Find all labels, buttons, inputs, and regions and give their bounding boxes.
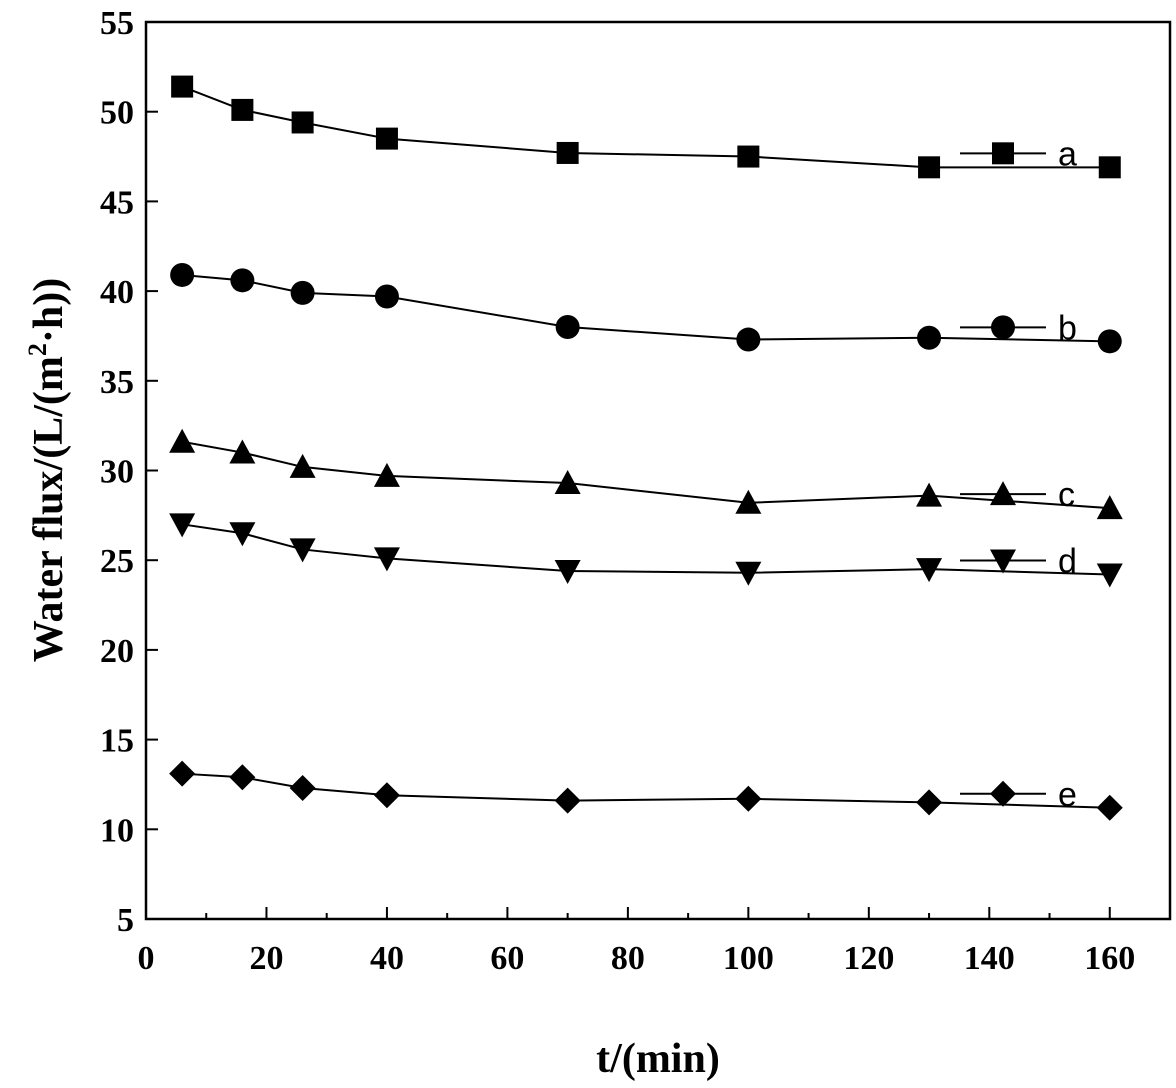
series-c-point	[289, 453, 316, 478]
series-d	[169, 513, 1123, 588]
legend-label-d: d	[1058, 543, 1077, 581]
series-d-point	[169, 513, 196, 538]
y-tick-label: 55	[100, 5, 134, 42]
y-tick-label: 30	[100, 454, 134, 491]
series-e-point	[1096, 794, 1123, 821]
series-e-line	[182, 772, 1110, 809]
series-c-point	[916, 482, 943, 507]
series-e-point	[554, 787, 581, 814]
legend-marker-e	[990, 780, 1016, 807]
y-tick-label: 15	[100, 723, 134, 760]
legend-marker-b	[991, 315, 1015, 340]
y-axis-title: Water flux/(L/(m2·h))	[23, 278, 72, 662]
y-axis-title-superscript: 2	[23, 343, 52, 356]
series-c-point	[554, 470, 581, 495]
series-a-point	[375, 127, 398, 150]
legend-item-d: d	[960, 543, 1077, 581]
series-b-point	[917, 325, 942, 350]
series-b-point	[1097, 329, 1122, 354]
series-e	[169, 760, 1123, 821]
series-c-point	[373, 462, 400, 487]
y-axis-ticks: 5 10 15 20 25 30 35 40 45 50 55	[100, 5, 158, 939]
legend-label-a: a	[1058, 135, 1077, 173]
x-tick-label: 140	[964, 940, 1015, 977]
y-tick-label: 10	[100, 812, 134, 849]
series-b	[170, 262, 1122, 354]
y-tick-label: 35	[100, 364, 134, 401]
series-e-point	[373, 782, 400, 809]
series-e-point	[289, 775, 316, 802]
series-c-point	[229, 439, 256, 464]
series-c	[169, 428, 1123, 520]
series-d-point	[289, 538, 316, 563]
series-e-point	[735, 785, 762, 812]
legend-label-b: b	[1058, 309, 1077, 347]
series-b-line	[182, 273, 1110, 343]
x-tick-label: 100	[723, 940, 774, 977]
legend: a b cd e	[960, 135, 1077, 814]
y-tick-label: 25	[100, 543, 134, 580]
legend-marker-a	[992, 142, 1014, 165]
legend-label-e: e	[1058, 776, 1077, 814]
series-a-point	[171, 75, 194, 98]
series-layer	[169, 75, 1123, 821]
series-a-point	[556, 141, 579, 164]
series-b-point	[290, 280, 315, 305]
series-c-line	[181, 440, 1110, 510]
legend-item-b: b	[960, 309, 1077, 347]
series-a	[171, 75, 1121, 179]
series-a-point	[918, 156, 941, 179]
y-tick-label: 5	[117, 902, 134, 939]
legend-item-a: a	[960, 135, 1077, 173]
series-a-point	[737, 145, 760, 168]
y-tick-label: 50	[100, 95, 134, 132]
series-c-point	[1096, 495, 1123, 520]
x-tick-label: 0	[138, 940, 155, 977]
series-c-point	[735, 489, 762, 514]
y-tick-label: 20	[100, 633, 134, 670]
x-tick-label: 20	[249, 940, 283, 977]
x-tick-label: 120	[843, 940, 894, 977]
x-tick-label: 60	[490, 940, 524, 977]
x-tick-label: 40	[370, 940, 404, 977]
series-a-line	[181, 85, 1110, 169]
series-d-line	[181, 523, 1110, 576]
series-c-point	[169, 428, 196, 453]
legend-label-c: c	[1058, 476, 1075, 514]
series-b-point	[170, 262, 195, 287]
series-a-point	[231, 98, 254, 121]
series-e-point	[916, 789, 943, 816]
series-d-point	[373, 547, 400, 572]
series-a-point	[1098, 156, 1121, 179]
x-axis-ticks: 0 20 40 60 80 100 120 140 160	[138, 907, 1135, 977]
x-tick-label: 160	[1084, 940, 1135, 977]
series-a-point	[291, 111, 314, 134]
legend-marker-d	[990, 549, 1016, 574]
y-axis-title-prefix: Water flux/(L/(m	[26, 356, 72, 662]
legend-item-e: e	[960, 776, 1077, 814]
series-d-point	[916, 558, 943, 583]
series-d-point	[1096, 563, 1123, 588]
legend-marker-c	[990, 481, 1016, 506]
x-tick-label: 80	[611, 940, 645, 977]
series-d-point	[735, 561, 762, 586]
y-tick-label: 40	[100, 274, 134, 311]
legend-item-c: c	[960, 476, 1075, 514]
series-b-point	[555, 314, 580, 339]
series-d-point	[229, 522, 256, 547]
series-d-point	[554, 559, 581, 584]
series-e-point	[169, 760, 196, 787]
series-b-point	[374, 284, 399, 309]
series-b-point	[230, 268, 255, 293]
series-e-point	[229, 764, 256, 791]
y-axis-title-suffix: ·h))	[26, 278, 72, 343]
y-tick-label: 45	[100, 184, 134, 221]
series-b-point	[736, 327, 761, 352]
x-axis-title: t/(min)	[596, 1036, 720, 1082]
